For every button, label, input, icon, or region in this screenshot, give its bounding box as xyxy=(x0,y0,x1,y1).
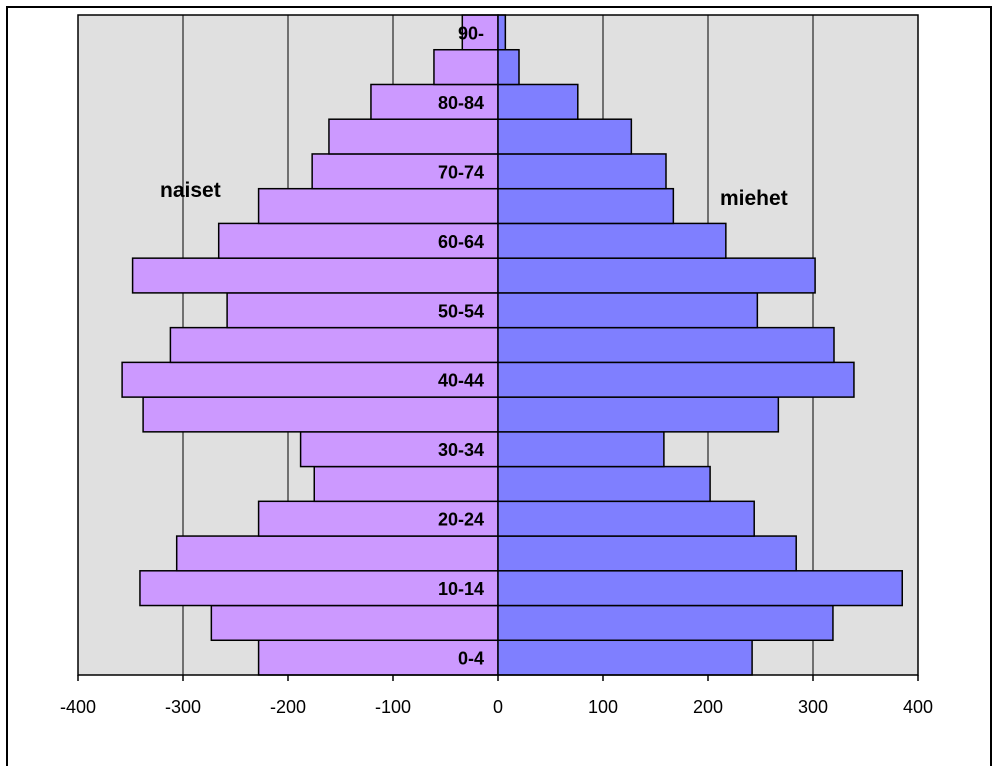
bar-series1-9 xyxy=(497,326,835,364)
x-tick-label-3: -100 xyxy=(375,697,411,717)
age-label-0-4: 0-4 xyxy=(458,649,484,669)
bar-series0-7 xyxy=(142,396,499,433)
bar-series0-3 xyxy=(175,535,499,572)
age-label-50-54: 50-54 xyxy=(438,301,484,321)
bar-series1-14 xyxy=(497,153,667,190)
x-axis-ticks: -400 -300 -200 -100 0 100 200 300 400 xyxy=(60,675,933,717)
bar-series1-8 xyxy=(497,361,855,398)
annotation-naiset: naiset xyxy=(160,179,221,202)
bar-series0-1 xyxy=(210,604,499,642)
age-group-labels: 0-4 10-14 20-24 30-34 40-44 50-54 60-64 70-74 80… xyxy=(438,23,484,668)
bar-series1-0 xyxy=(497,639,753,676)
x-tick-label-6: 200 xyxy=(693,697,723,717)
annotation-miehet: miehet xyxy=(720,187,788,210)
age-label-70-74: 70-74 xyxy=(438,162,484,182)
chart-frame xyxy=(6,6,992,766)
bar-series0-4 xyxy=(257,500,499,537)
x-tick-label-0: -400 xyxy=(60,697,96,717)
bar-series1-17 xyxy=(497,48,520,86)
bar-series0-14 xyxy=(311,153,499,190)
bar-series1-13 xyxy=(497,187,675,225)
bar-series1-11 xyxy=(497,257,816,294)
bar-series1-16 xyxy=(497,83,579,120)
bar-series1-4 xyxy=(497,500,755,537)
bars xyxy=(121,14,903,676)
bar-series0-15 xyxy=(328,118,499,155)
bar-series0-17 xyxy=(433,48,499,86)
age-label-40-44: 40-44 xyxy=(438,371,484,391)
age-label-10-14: 10-14 xyxy=(438,579,484,599)
bar-series0-12 xyxy=(217,222,499,259)
x-tick-label-1: -300 xyxy=(165,697,201,717)
bar-series1-7 xyxy=(497,396,780,433)
bar-series0-0 xyxy=(257,639,499,676)
bar-series1-1 xyxy=(497,604,834,642)
x-tick-label-7: 300 xyxy=(798,697,828,717)
bar-series1-10 xyxy=(497,292,759,329)
bar-series1-6 xyxy=(497,431,665,468)
x-tick-label-5: 100 xyxy=(588,697,618,717)
age-label-60-64: 60-64 xyxy=(438,232,484,252)
bar-series0-10 xyxy=(226,292,499,329)
age-label-80-84: 80-84 xyxy=(438,93,484,113)
x-tick-label-2: -200 xyxy=(270,697,306,717)
bar-series0-18 xyxy=(461,14,499,51)
age-label-90-: 90- xyxy=(458,23,484,43)
bar-series0-13 xyxy=(257,187,499,225)
bar-series1-3 xyxy=(497,535,797,572)
bar-series1-12 xyxy=(497,222,727,259)
age-label-30-34: 30-34 xyxy=(438,440,484,460)
x-tick-label-4: 0 xyxy=(493,697,503,717)
bar-series0-11 xyxy=(131,257,499,294)
bar-series0-9 xyxy=(169,326,499,364)
x-tick-label-8: 400 xyxy=(903,697,933,717)
bar-series1-15 xyxy=(497,118,633,155)
bar-series1-18 xyxy=(497,14,507,51)
bar-series1-2 xyxy=(497,570,903,607)
bar-series1-5 xyxy=(497,465,711,503)
age-label-20-24: 20-24 xyxy=(438,510,484,530)
bar-series0-5 xyxy=(313,465,499,503)
